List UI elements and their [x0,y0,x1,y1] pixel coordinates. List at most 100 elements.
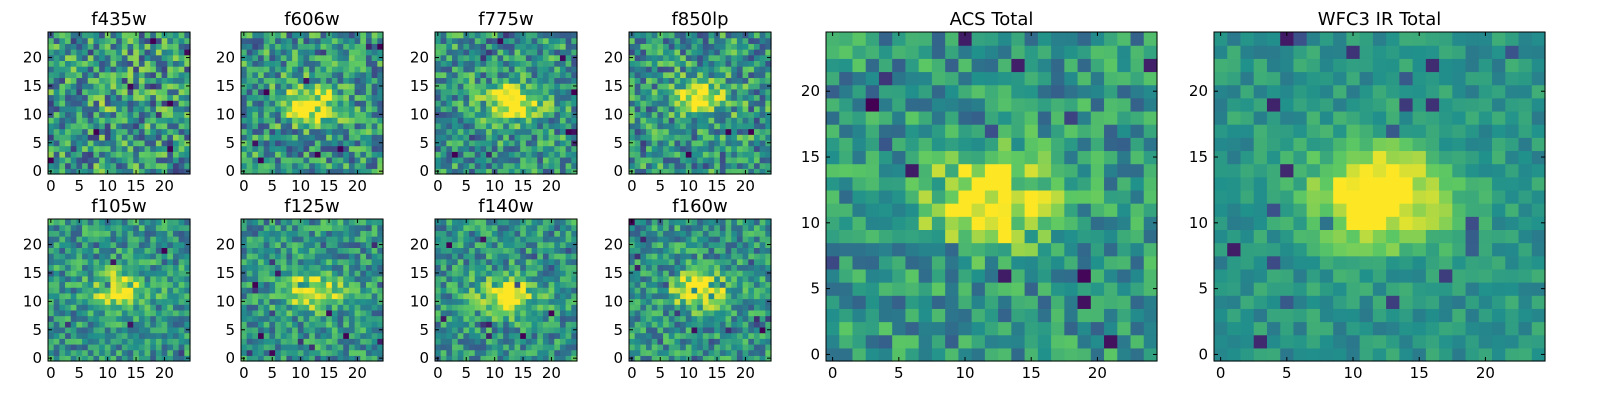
heatmap-cell [93,43,100,50]
heatmap-cell [365,162,373,169]
heatmap-cell [110,128,117,135]
heatmap-cell [685,309,693,317]
heatmap-cell [463,117,470,124]
heatmap-cell [736,66,744,73]
heatmap-cell [731,326,738,334]
heatmap-cell [116,309,123,317]
heatmap-cell [663,270,670,277]
heatmap-cell [674,117,681,124]
heatmap-cell [697,298,704,305]
heatmap-cell [326,241,333,248]
heatmap-cell [674,128,681,135]
heatmap-cell [99,105,106,113]
heatmap-cell [708,309,715,317]
heatmap-cell [559,37,567,44]
heatmap-cell [138,162,146,169]
heatmap-cell [263,275,270,283]
heatmap-cell [748,66,755,73]
heatmap-cell [275,264,282,271]
heatmap-cell [121,224,129,231]
heatmap-cell [144,326,151,334]
heatmap-cell [133,37,140,44]
heatmap-cell [70,100,77,107]
heatmap-cell [252,264,259,271]
heatmap-cell [65,224,72,231]
heatmap-cell [280,332,288,339]
heatmap-cell [258,94,265,101]
heatmap-cell [759,122,766,130]
heatmap-cell [263,253,270,260]
heatmap-cell [497,275,504,283]
heatmap-cell [263,100,270,107]
heatmap-cell [480,287,487,294]
heatmap-cell [748,275,755,283]
heatmap-cell [280,309,288,317]
heatmap-cell [753,49,761,56]
heatmap-cell [241,94,248,101]
heatmap-cell [121,168,129,175]
heatmap-cell [275,71,282,79]
heatmap-cell [377,145,384,152]
heatmap-cell [377,32,384,39]
heatmap-cell [480,111,487,118]
heatmap-cell [685,134,693,141]
heatmap-cell [377,275,384,283]
heatmap-cell [559,326,567,334]
heatmap-cell [360,32,367,39]
heatmap-cell [246,355,253,362]
heatmap-cell [714,287,721,294]
heatmap-cell [668,275,676,283]
heatmap-cell [184,151,191,158]
heatmap-cell [719,309,727,317]
heatmap-cell [258,139,265,147]
heatmap-cell [263,264,270,271]
heatmap-cell [360,275,367,283]
heatmap-cell [110,338,117,345]
heatmap-cell [280,270,288,277]
heatmap-cell [48,145,55,152]
heatmap-cell [725,71,732,79]
heatmap-cell [76,122,83,130]
heatmap-cell [531,264,538,271]
heatmap-cell [320,309,327,317]
heatmap-cell [469,94,476,101]
heatmap-cell [326,281,333,288]
heatmap-cell [82,134,89,141]
heatmap-cell [514,264,521,271]
heatmap-cell [440,321,447,328]
heatmap-cell [554,241,561,248]
heatmap-cell [87,71,95,79]
heatmap-cell [65,66,72,73]
heatmap-cell [155,298,163,305]
heatmap-cell [765,37,772,44]
heatmap-cell [657,66,664,73]
heatmap-cell [480,105,487,113]
heatmap-cell [371,122,378,130]
heatmap-cell [474,77,482,84]
heatmap-cell [348,117,356,124]
heatmap-cell [736,326,744,334]
heatmap-cell [303,304,310,311]
heatmap-cell [486,156,493,164]
heatmap-cell [565,94,572,101]
heatmap-cell [59,332,66,339]
heatmap-cell [184,247,191,254]
heatmap-cell [343,60,350,67]
heatmap-cell [99,230,106,237]
heatmap-cell [360,236,367,243]
heatmap-cell [360,338,367,345]
heatmap-cell [104,241,112,248]
heatmap-cell [104,122,112,130]
heatmap-cell [269,66,276,73]
heatmap-cell [571,162,578,169]
heatmap-cell [280,355,288,362]
heatmap-cell [314,168,322,175]
heatmap-cell [326,122,333,130]
heatmap-cell [48,128,55,135]
heatmap-cell [657,349,664,356]
heatmap-cell [178,32,185,39]
heatmap-cell [452,122,459,130]
heatmap-cell [452,71,459,79]
heatmap-cell [292,326,299,334]
heatmap-cell [343,94,350,101]
